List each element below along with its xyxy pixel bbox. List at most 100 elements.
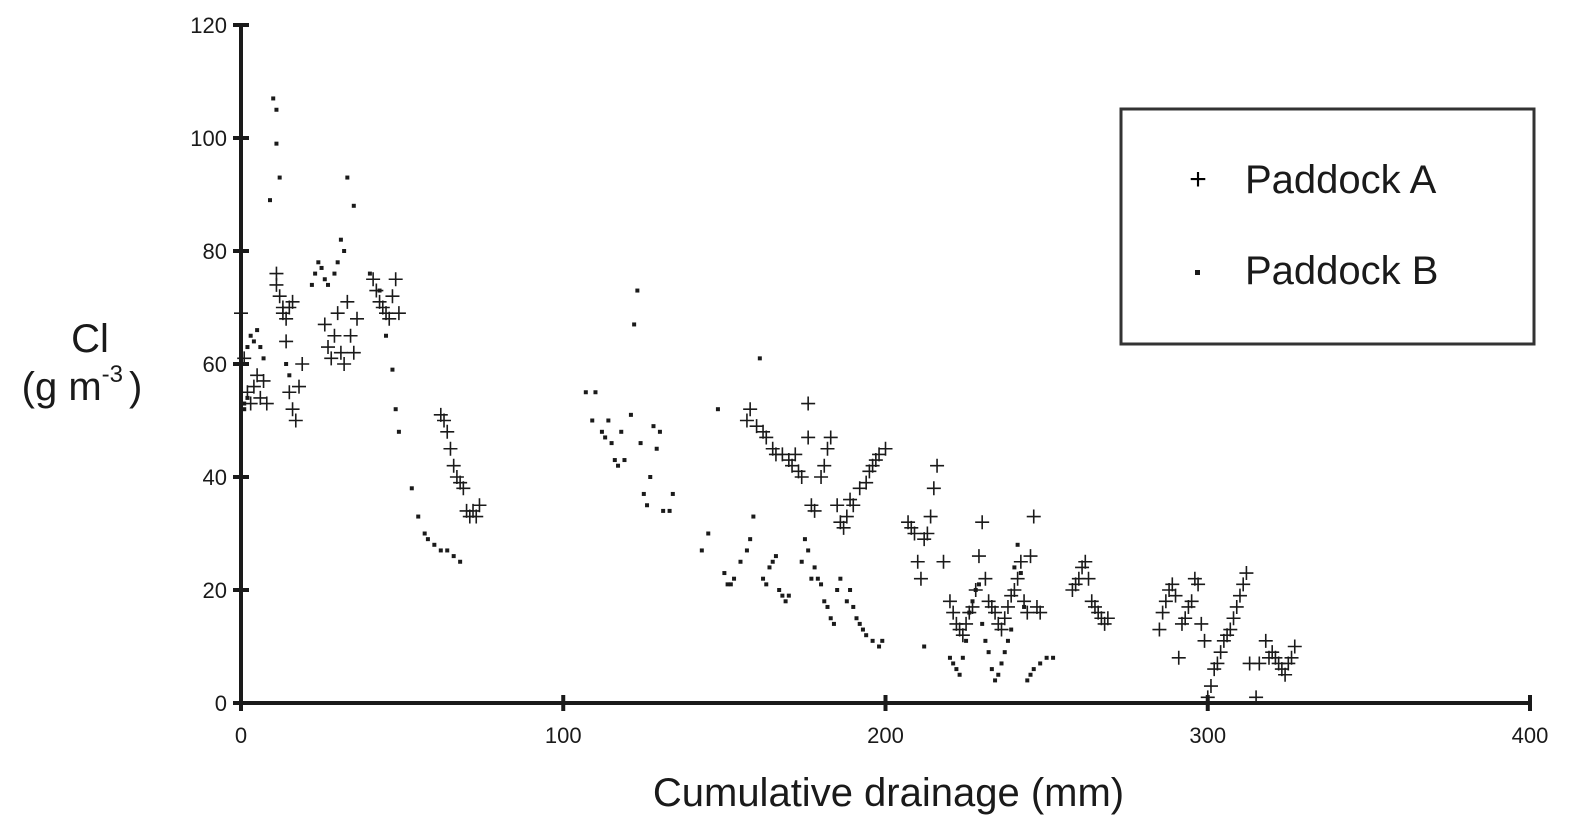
data-point-paddock-a bbox=[385, 289, 400, 304]
data-point-paddock-a bbox=[765, 441, 780, 456]
data-point-paddock-a bbox=[971, 549, 986, 564]
data-point-paddock-a bbox=[1281, 656, 1296, 671]
data-point-paddock-a bbox=[295, 357, 310, 371]
data-point-paddock-b bbox=[367, 271, 372, 276]
data-point-paddock-a bbox=[775, 447, 790, 462]
data-point-paddock-a bbox=[1223, 622, 1238, 637]
data-point-paddock-a bbox=[975, 515, 990, 530]
data-point-paddock-a bbox=[443, 441, 458, 456]
y-ticks: 0 20 40 60 80 100 120 bbox=[190, 13, 249, 716]
data-point-paddock-b bbox=[606, 418, 611, 423]
data-point-paddock-a bbox=[1249, 690, 1264, 705]
data-point-paddock-a bbox=[1278, 667, 1293, 682]
data-point-paddock-a bbox=[836, 520, 851, 535]
data-point-paddock-a bbox=[1007, 583, 1022, 597]
data-point-paddock-b bbox=[854, 616, 859, 621]
data-point-paddock-a bbox=[1287, 639, 1302, 654]
data-point-paddock-a bbox=[1078, 554, 1093, 569]
data-point-paddock-b bbox=[822, 599, 827, 604]
data-point-paddock-b bbox=[322, 277, 327, 282]
data-point-paddock-a bbox=[926, 481, 941, 496]
data-point-paddock-b bbox=[983, 638, 988, 643]
x-tick-label: 200 bbox=[867, 723, 904, 748]
data-point-paddock-a bbox=[917, 532, 932, 547]
data-point-paddock-b bbox=[860, 627, 865, 632]
data-point-paddock-b bbox=[1005, 638, 1010, 643]
x-tick-label: 0 bbox=[235, 723, 247, 748]
data-point-paddock-b bbox=[877, 644, 882, 649]
data-point-paddock-b bbox=[825, 604, 830, 609]
data-point-paddock-a bbox=[807, 503, 822, 518]
data-point-paddock-a bbox=[1216, 633, 1231, 648]
data-point-paddock-a bbox=[910, 554, 925, 569]
data-point-paddock-b bbox=[970, 599, 975, 604]
data-point-paddock-b bbox=[616, 463, 621, 468]
data-point-paddock-b bbox=[728, 582, 733, 587]
data-point-paddock-a bbox=[446, 458, 461, 473]
data-point-paddock-a bbox=[1004, 588, 1019, 603]
data-point-paddock-b bbox=[619, 429, 624, 434]
data-point-paddock-b bbox=[732, 576, 737, 581]
data-point-paddock-a bbox=[285, 402, 300, 417]
data-point-paddock-a bbox=[843, 492, 858, 507]
data-point-paddock-a bbox=[904, 520, 919, 535]
data-point-paddock-a bbox=[739, 413, 754, 428]
data-point-paddock-a bbox=[1265, 645, 1280, 660]
data-point-paddock-b bbox=[1031, 667, 1036, 672]
data-point-paddock-a bbox=[253, 390, 268, 405]
data-point-paddock-a bbox=[846, 498, 861, 513]
data-point-paddock-b bbox=[638, 441, 643, 446]
data-point-paddock-b bbox=[748, 537, 753, 542]
data-point-paddock-a bbox=[991, 616, 1006, 631]
data-point-paddock-a bbox=[1194, 616, 1209, 631]
data-point-paddock-a bbox=[440, 424, 455, 439]
data-point-paddock-a bbox=[920, 526, 935, 541]
data-point-paddock-b bbox=[706, 531, 711, 536]
data-point-paddock-b bbox=[806, 548, 811, 553]
data-point-paddock-b bbox=[612, 458, 617, 463]
data-point-paddock-a bbox=[1026, 509, 1041, 524]
data-point-paddock-a bbox=[272, 289, 287, 304]
data-point-paddock-a bbox=[952, 622, 967, 637]
data-point-paddock-a bbox=[1168, 588, 1183, 603]
data-point-paddock-b bbox=[351, 203, 356, 208]
data-point-paddock-b bbox=[1028, 672, 1033, 677]
y-axis-title: Cl (g m-3) bbox=[22, 317, 143, 409]
data-point-paddock-a bbox=[1200, 690, 1215, 705]
y-axis-title-unit: (g m bbox=[22, 365, 102, 409]
data-point-paddock-b bbox=[425, 537, 430, 542]
data-point-paddock-a bbox=[1226, 611, 1241, 626]
data-point-paddock-b bbox=[812, 565, 817, 570]
data-point-paddock-b bbox=[1015, 542, 1020, 547]
data-point-paddock-b bbox=[284, 362, 289, 366]
data-point-paddock-b bbox=[951, 661, 956, 666]
data-point-paddock-a bbox=[391, 306, 406, 321]
data-point-paddock-a bbox=[1236, 577, 1251, 592]
data-point-paddock-a bbox=[1258, 633, 1273, 648]
data-point-paddock-a bbox=[288, 413, 303, 428]
data-point-paddock-b bbox=[815, 576, 820, 581]
legend: + Paddock A Paddock B bbox=[1119, 107, 1536, 346]
data-point-paddock-a bbox=[756, 424, 771, 439]
y-tick-label: 20 bbox=[203, 578, 227, 603]
data-point-paddock-b bbox=[738, 559, 743, 564]
data-point-paddock-a bbox=[1100, 611, 1115, 626]
data-point-paddock-a bbox=[321, 340, 336, 355]
data-point-paddock-b bbox=[1002, 650, 1007, 655]
data-point-paddock-a bbox=[859, 475, 874, 490]
data-point-paddock-a bbox=[1207, 662, 1222, 677]
data-point-paddock-a bbox=[379, 306, 394, 321]
data-point-paddock-b bbox=[838, 576, 843, 581]
data-point-paddock-b bbox=[851, 604, 856, 609]
data-point-paddock-b bbox=[828, 616, 833, 621]
data-point-paddock-a bbox=[350, 311, 365, 326]
data-point-paddock-b bbox=[857, 621, 862, 626]
data-point-paddock-a bbox=[279, 334, 294, 349]
data-point-paddock-a bbox=[456, 481, 471, 496]
data-point-paddock-b bbox=[268, 198, 273, 203]
data-point-paddock-a bbox=[1191, 577, 1206, 592]
data-point-paddock-a bbox=[743, 402, 758, 417]
data-point-paddock-a bbox=[1158, 594, 1173, 609]
data-point-paddock-a bbox=[788, 447, 803, 462]
data-point-paddock-b bbox=[864, 633, 869, 638]
